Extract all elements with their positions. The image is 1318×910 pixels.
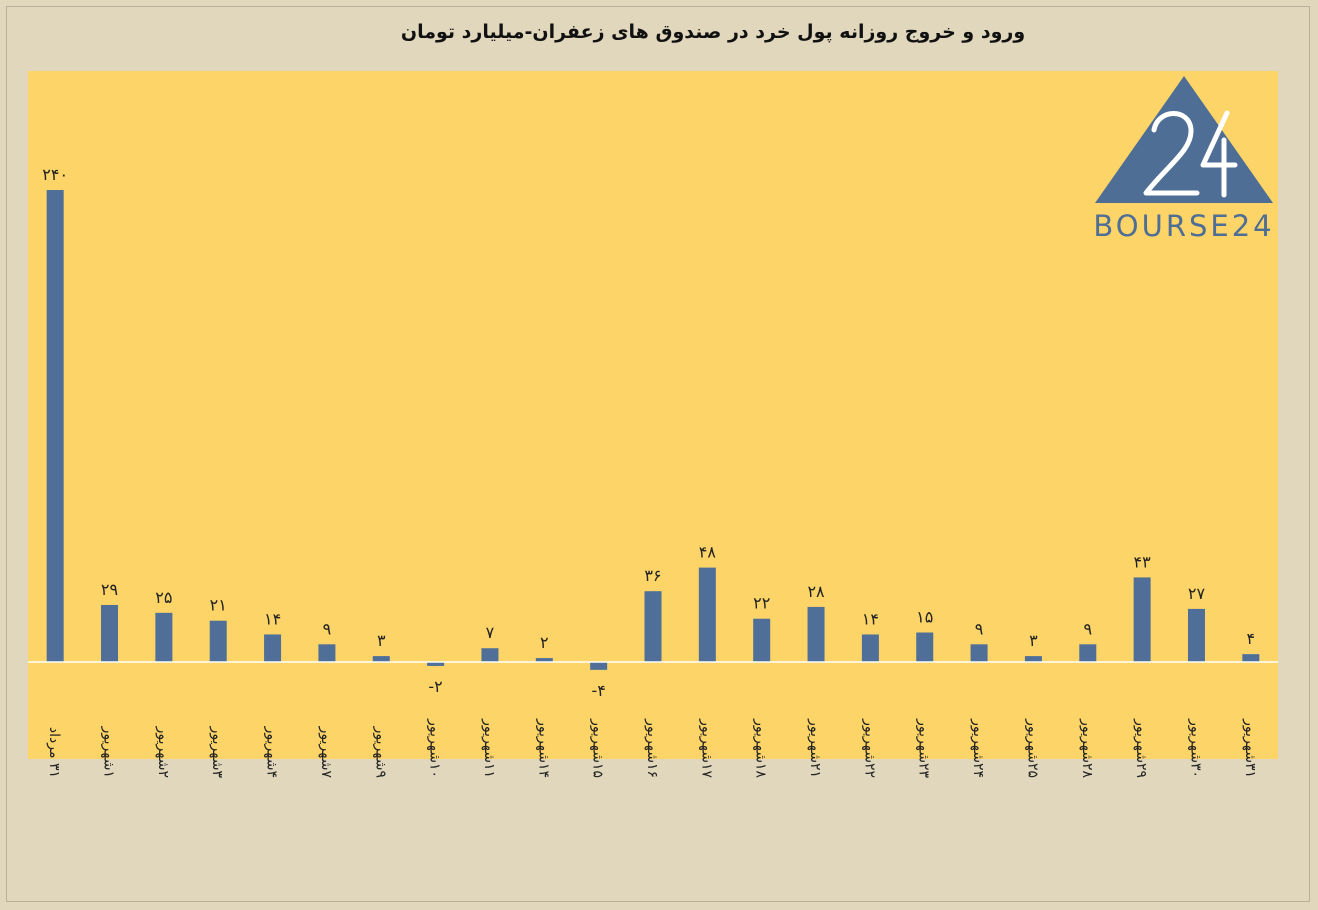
bar-13 [753,618,771,662]
category-label-9: ۱۴شهریور [535,718,551,778]
bar-9 [535,658,553,662]
chart-title: ورود و خروج روزانه پول خرد در صندوق های … [401,21,1025,43]
bar-14 [807,606,825,662]
bar-7 [427,662,445,666]
data-label-22: ۴ [1247,629,1256,648]
category-label-12: ۱۷شهریور [698,718,714,778]
category-label-4: ۴شهریور [264,726,280,778]
data-label-18: ۳ [1029,631,1038,650]
data-label-5: ۹ [323,619,332,638]
data-label-3: ۲۱ [210,596,227,615]
bar-21 [1187,608,1205,662]
data-label-10: -۴ [591,681,605,700]
category-label-13: ۱۸شهریور [753,718,769,778]
data-label-4: ۱۴ [264,609,281,628]
bar-6 [372,656,390,662]
bar-17 [970,644,988,662]
category-label-21: ۳۰شهریور [1187,718,1203,778]
category-label-20: ۲۹شهریور [1133,718,1149,778]
data-label-9: ۲ [540,633,549,652]
bar-2 [155,612,173,662]
logo-24-glyph-icon [1143,110,1238,198]
bar-20 [1133,577,1151,662]
data-label-12: ۴۸ [699,543,717,562]
category-label-15: ۲۲شهریور [861,718,877,778]
category-label-3: ۳شهریور [209,726,225,779]
category-label-6: ۹شهریور [372,726,388,778]
logo-triangle-icon [1095,76,1273,203]
data-label-14: ۲۸ [807,582,825,601]
chart-frame [6,6,1310,902]
bar-12 [698,567,716,662]
bar-4 [264,634,282,662]
data-label-21: ۲۷ [1188,584,1206,603]
data-label-15: ۱۴ [862,609,879,628]
data-label-13: ۲۲ [753,594,770,613]
category-label-1: ۱شهریور [101,726,117,778]
data-label-20: ۴۳ [1134,552,1152,571]
data-label-0: ۲۴۰ [42,165,68,184]
bar-11 [644,591,662,662]
bar-19 [1079,644,1097,662]
bar-15 [861,634,879,662]
bar-8 [481,648,499,662]
bar-3 [209,620,227,662]
logo-text: BOURSE24 [1093,209,1274,243]
bar-10 [590,662,608,670]
category-label-16: ۲۳شهریور [916,718,932,778]
data-label-16: ۱۵ [916,608,933,627]
category-label-19: ۲۸شهریور [1079,718,1095,778]
category-label-8: ۱۱شهریور [481,718,497,778]
category-label-14: ۲۱شهریور [807,718,823,778]
data-label-8: ۷ [486,623,495,642]
category-label-0: ۳۱ مرداد [46,727,62,778]
bar-0 [46,190,64,662]
data-label-7: -۲ [428,677,442,696]
category-label-18: ۲۵شهریور [1024,718,1040,778]
bar-22 [1242,654,1260,662]
data-label-11: ۳۶ [644,566,661,585]
data-label-1: ۲۹ [101,580,118,599]
category-label-17: ۲۴شهریور [970,718,986,778]
category-label-7: ۱۰شهریور [427,718,443,778]
bar-16 [916,632,934,662]
data-label-17: ۹ [975,619,984,638]
category-label-11: ۱۶شهریور [644,718,660,778]
data-label-2: ۲۵ [155,588,172,607]
bar-1 [101,604,119,662]
bar-18 [1024,656,1042,662]
category-label-10: ۱۵شهریور [590,718,606,778]
data-label-19: ۹ [1083,619,1092,638]
data-label-6: ۳ [377,631,386,650]
category-label-5: ۷شهریور [318,726,334,779]
bourse24-logo: BOURSE24 [1093,76,1274,243]
category-label-22: ۳۱شهریور [1242,718,1258,778]
bar-5 [318,644,336,662]
category-label-2: ۲شهریور [155,726,171,778]
